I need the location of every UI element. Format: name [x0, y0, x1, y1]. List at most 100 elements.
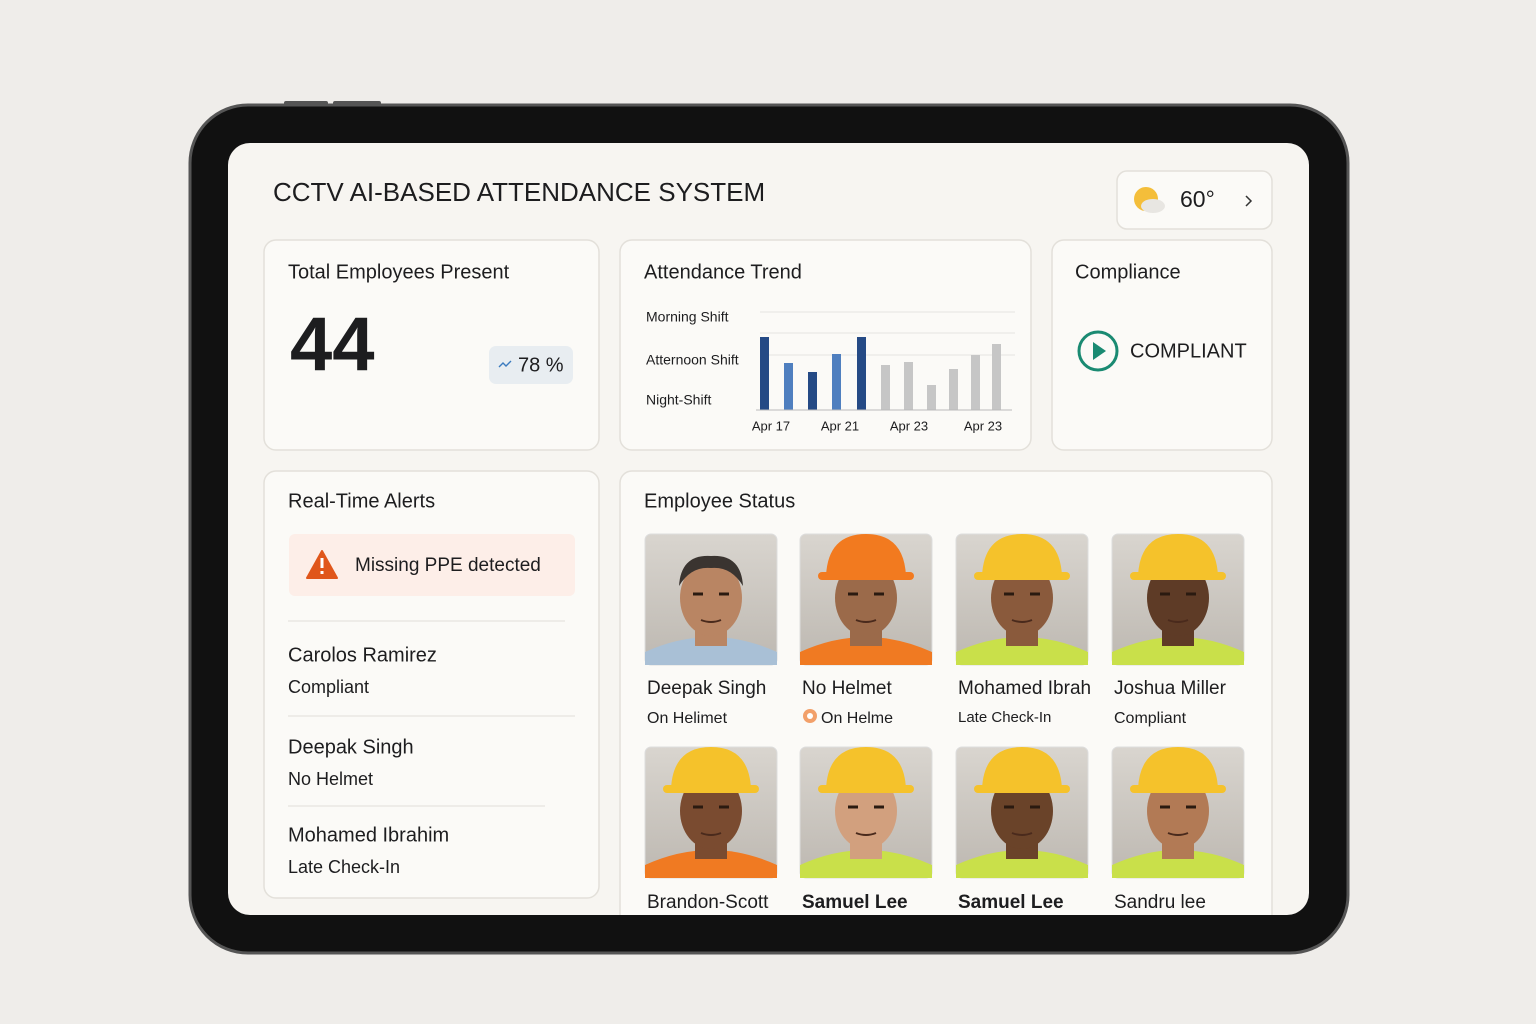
- trend-bar: [927, 385, 936, 410]
- alert-name: Mohamed Ibrahim: [288, 824, 449, 846]
- total-title: Total Employees Present: [288, 261, 510, 283]
- x-label: Apr 23: [964, 418, 1002, 433]
- photo-mouth: [1167, 832, 1189, 836]
- shift-label: Morning Shift: [646, 309, 729, 325]
- trend-icon: [498, 360, 512, 368]
- shift-label: Atternoon Shift: [646, 352, 739, 368]
- alert-name: Carolos Ramirez: [288, 644, 437, 666]
- employee-name: Mohamed Ibrah: [958, 678, 1091, 699]
- trend-bar: [992, 344, 1001, 410]
- photo-helmet: [826, 534, 906, 576]
- trend-bar: [808, 372, 817, 410]
- weather-chevron: [1245, 195, 1253, 207]
- photo-body: [645, 637, 777, 665]
- warning-mark: [320, 558, 324, 568]
- compliance-card: [1051, 239, 1273, 451]
- employee-name: Deepak Singh: [647, 678, 766, 699]
- employee-photo: [955, 533, 1089, 666]
- employee-photo: [799, 533, 933, 666]
- photo-face: [680, 560, 742, 636]
- employee-name: No Helmet: [802, 678, 892, 699]
- photo-body: [800, 637, 932, 665]
- x-label: Apr 17: [752, 418, 790, 433]
- weather-temperature: 60°: [1180, 186, 1215, 212]
- photo-helmet-brim: [1130, 572, 1226, 580]
- compliance-play: [1093, 342, 1106, 360]
- alert-status: Compliant: [288, 677, 369, 697]
- employee-name: Samuel Lee: [802, 892, 908, 913]
- employee-name: Brandon-Scott: [647, 892, 769, 913]
- employee-photo: [955, 746, 1089, 879]
- trend-title: Attendance Trend: [644, 261, 802, 283]
- photo-body: [1112, 850, 1244, 878]
- employee-status: Late Check-In: [958, 709, 1051, 726]
- alert-status: No Helmet: [288, 769, 373, 789]
- photo-helmet-brim: [663, 785, 759, 793]
- photo-hair: [679, 555, 743, 586]
- employee-photo: [1111, 533, 1245, 666]
- employees-title: Employee Status: [644, 490, 795, 512]
- photo-mouth: [1167, 619, 1189, 623]
- photo-mouth: [700, 832, 722, 836]
- trend-bar: [784, 363, 793, 410]
- photo-body: [800, 850, 932, 878]
- employee-photo: [799, 746, 933, 879]
- photo-helmet-brim: [818, 572, 914, 580]
- employee-name: Joshua Miller: [1114, 678, 1227, 699]
- alerts-title: Real-Time Alerts: [288, 490, 435, 512]
- total-card: [263, 239, 600, 451]
- trend-bar: [857, 337, 866, 410]
- photo-helmet: [982, 747, 1062, 789]
- total-badge: [489, 346, 573, 384]
- compliance-title: Compliance: [1075, 261, 1181, 283]
- photo-helmet-brim: [974, 572, 1070, 580]
- total-value: 44: [290, 302, 375, 387]
- alert-banner-text: Missing PPE detected: [355, 555, 541, 576]
- photo-helmet: [826, 747, 906, 789]
- trend-bar: [760, 337, 769, 410]
- photo-helmet-brim: [974, 785, 1070, 793]
- alert-banner: [289, 534, 575, 596]
- photo-helmet-brim: [1130, 785, 1226, 793]
- weather-widget[interactable]: [1116, 170, 1273, 230]
- compliance-status: COMPLIANT: [1130, 340, 1247, 362]
- trend-bar: [832, 354, 841, 410]
- trend-bar: [949, 369, 958, 410]
- x-label: Apr 21: [821, 418, 859, 433]
- app-title: CCTV AI-BASED ATTENDANCE SYSTEM: [273, 177, 765, 207]
- alert-name: Deepak Singh: [288, 736, 414, 758]
- employee-status: On Helimet: [647, 710, 728, 727]
- photo-mouth: [855, 619, 877, 623]
- compliance-icon: [1077, 330, 1119, 372]
- employee-name: Samuel Lee: [958, 892, 1064, 913]
- employee-name: Sandru lee: [1114, 892, 1206, 913]
- employee-photo: [1111, 746, 1245, 879]
- warning-dot: [320, 571, 324, 574]
- photo-body: [645, 850, 777, 878]
- employee-photo: [644, 533, 778, 666]
- photo-helmet: [982, 534, 1062, 576]
- tablet-screen: CCTV AI-BASED ATTENDANCE SYSTEM 60° Total …: [228, 143, 1309, 915]
- trend-bar: [881, 365, 890, 410]
- photo-body: [956, 637, 1088, 665]
- shift-label: Night-Shift: [646, 392, 711, 408]
- photo-body: [956, 850, 1088, 878]
- photo-mouth: [700, 619, 722, 623]
- total-badge-text: 78 %: [518, 354, 564, 376]
- photo-mouth: [855, 832, 877, 836]
- x-label: Apr 23: [890, 418, 928, 433]
- photo-body: [1112, 637, 1244, 665]
- status-icon-inner: [807, 713, 813, 719]
- photo-mouth: [1011, 832, 1033, 836]
- photo-helmet: [1138, 534, 1218, 576]
- photo-helmet: [671, 747, 751, 789]
- weather-cloud: [1141, 199, 1165, 213]
- employee-status: On Helme: [821, 710, 893, 727]
- alert-status: Late Check-In: [288, 857, 400, 877]
- employee-status: Compliant: [1114, 710, 1187, 727]
- photo-helmet-brim: [818, 785, 914, 793]
- employee-photo: [644, 746, 778, 879]
- photo-helmet: [1138, 747, 1218, 789]
